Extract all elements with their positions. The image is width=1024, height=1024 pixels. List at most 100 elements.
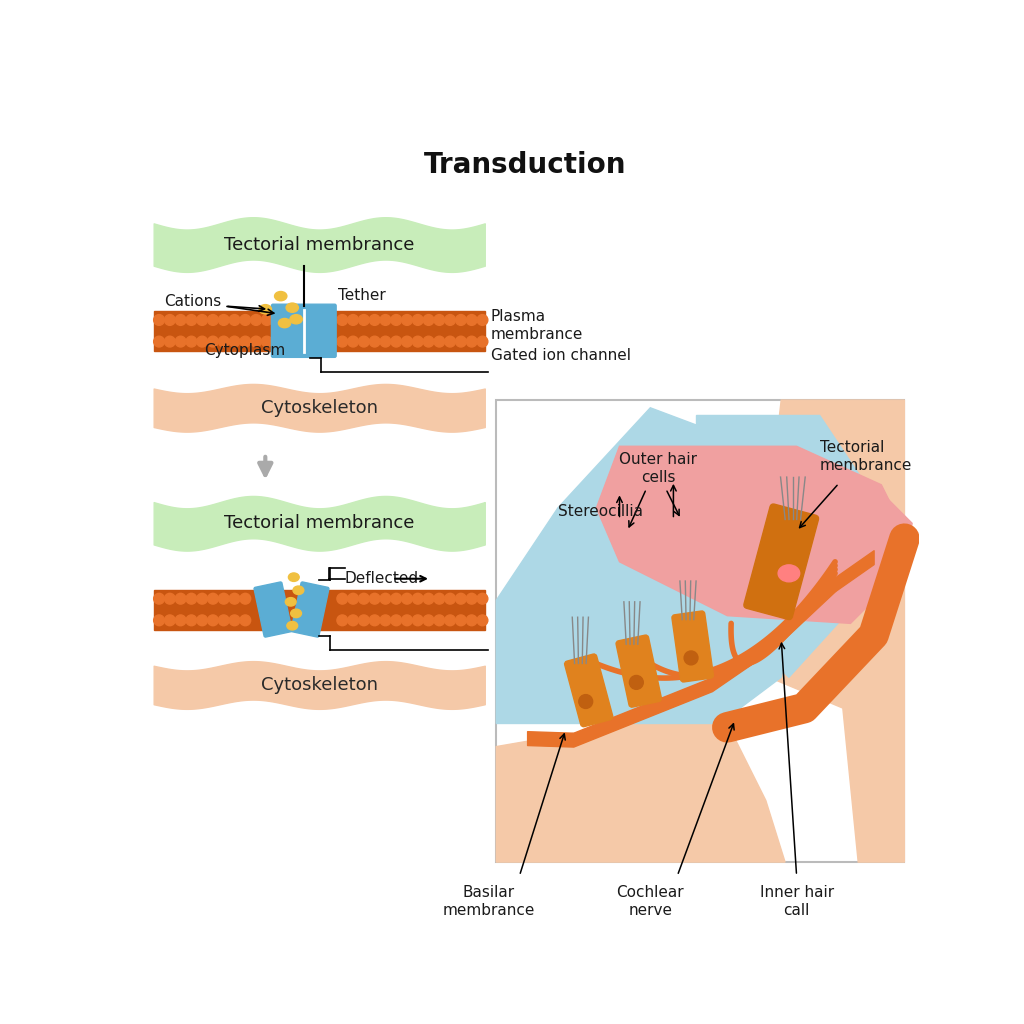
FancyBboxPatch shape	[672, 611, 714, 682]
Circle shape	[370, 593, 380, 604]
Text: Cations: Cations	[164, 294, 273, 315]
Circle shape	[423, 336, 434, 347]
Circle shape	[444, 615, 456, 626]
Circle shape	[165, 314, 175, 326]
Circle shape	[208, 336, 218, 347]
Circle shape	[380, 593, 391, 604]
Circle shape	[165, 336, 175, 347]
Circle shape	[358, 615, 370, 626]
FancyBboxPatch shape	[743, 504, 818, 620]
Circle shape	[358, 314, 370, 326]
Circle shape	[434, 336, 444, 347]
Circle shape	[197, 314, 208, 326]
Circle shape	[348, 336, 358, 347]
Ellipse shape	[290, 314, 302, 324]
Circle shape	[477, 314, 487, 326]
Circle shape	[348, 314, 358, 326]
Circle shape	[240, 314, 251, 326]
Ellipse shape	[289, 573, 299, 582]
Circle shape	[380, 615, 391, 626]
Text: Tether: Tether	[339, 288, 386, 303]
Circle shape	[251, 314, 261, 326]
Text: Tectorial
membrance: Tectorial membrance	[819, 440, 912, 472]
Circle shape	[175, 336, 186, 347]
Circle shape	[423, 314, 434, 326]
Circle shape	[251, 336, 261, 347]
Circle shape	[413, 314, 423, 326]
Circle shape	[154, 314, 165, 326]
Circle shape	[240, 593, 251, 604]
Polygon shape	[696, 416, 866, 677]
Circle shape	[434, 593, 444, 604]
Circle shape	[358, 336, 370, 347]
Text: Gated ion channel: Gated ion channel	[490, 348, 631, 362]
Circle shape	[218, 336, 229, 347]
Circle shape	[477, 336, 487, 347]
Circle shape	[186, 593, 197, 604]
Text: Outer hair
cells: Outer hair cells	[620, 453, 697, 484]
Ellipse shape	[274, 292, 287, 301]
Circle shape	[240, 615, 251, 626]
Circle shape	[165, 593, 175, 604]
Circle shape	[240, 336, 251, 347]
Circle shape	[370, 615, 380, 626]
Circle shape	[466, 615, 477, 626]
Circle shape	[413, 593, 423, 604]
Circle shape	[423, 615, 434, 626]
Circle shape	[261, 314, 272, 326]
Circle shape	[337, 336, 348, 347]
Ellipse shape	[259, 304, 271, 313]
Circle shape	[175, 615, 186, 626]
FancyBboxPatch shape	[616, 635, 662, 708]
Circle shape	[370, 336, 380, 347]
Text: Basilar
membrance: Basilar membrance	[442, 885, 535, 918]
Circle shape	[477, 593, 487, 604]
Circle shape	[456, 593, 466, 604]
Circle shape	[208, 593, 218, 604]
Circle shape	[444, 314, 456, 326]
Circle shape	[413, 615, 423, 626]
Circle shape	[261, 336, 272, 347]
Circle shape	[229, 336, 240, 347]
Ellipse shape	[279, 318, 291, 328]
Circle shape	[154, 615, 165, 626]
Circle shape	[456, 336, 466, 347]
Circle shape	[229, 593, 240, 604]
Ellipse shape	[291, 609, 301, 617]
Circle shape	[186, 314, 197, 326]
Circle shape	[197, 593, 208, 604]
Circle shape	[218, 615, 229, 626]
Text: Inner hair
call: Inner hair call	[760, 885, 834, 918]
Text: Plasma
membrance: Plasma membrance	[490, 309, 584, 342]
Circle shape	[380, 336, 391, 347]
Polygon shape	[596, 446, 904, 624]
Circle shape	[370, 314, 380, 326]
Circle shape	[423, 593, 434, 604]
Polygon shape	[497, 708, 785, 862]
Ellipse shape	[293, 586, 304, 595]
Circle shape	[466, 593, 477, 604]
Circle shape	[444, 336, 456, 347]
Circle shape	[337, 593, 348, 604]
Circle shape	[434, 615, 444, 626]
Circle shape	[466, 314, 477, 326]
Circle shape	[208, 314, 218, 326]
Text: Tectorial membrance: Tectorial membrance	[224, 236, 415, 254]
Circle shape	[175, 593, 186, 604]
Ellipse shape	[778, 565, 800, 582]
Circle shape	[348, 615, 358, 626]
Circle shape	[413, 336, 423, 347]
Circle shape	[456, 314, 466, 326]
Polygon shape	[497, 408, 804, 724]
Circle shape	[380, 314, 391, 326]
Circle shape	[208, 615, 218, 626]
FancyBboxPatch shape	[271, 304, 336, 357]
Circle shape	[175, 314, 186, 326]
FancyBboxPatch shape	[291, 582, 329, 637]
Circle shape	[218, 593, 229, 604]
Text: Transduction: Transduction	[424, 152, 626, 179]
Circle shape	[337, 615, 348, 626]
Circle shape	[444, 593, 456, 604]
Polygon shape	[751, 400, 904, 862]
Circle shape	[186, 615, 197, 626]
